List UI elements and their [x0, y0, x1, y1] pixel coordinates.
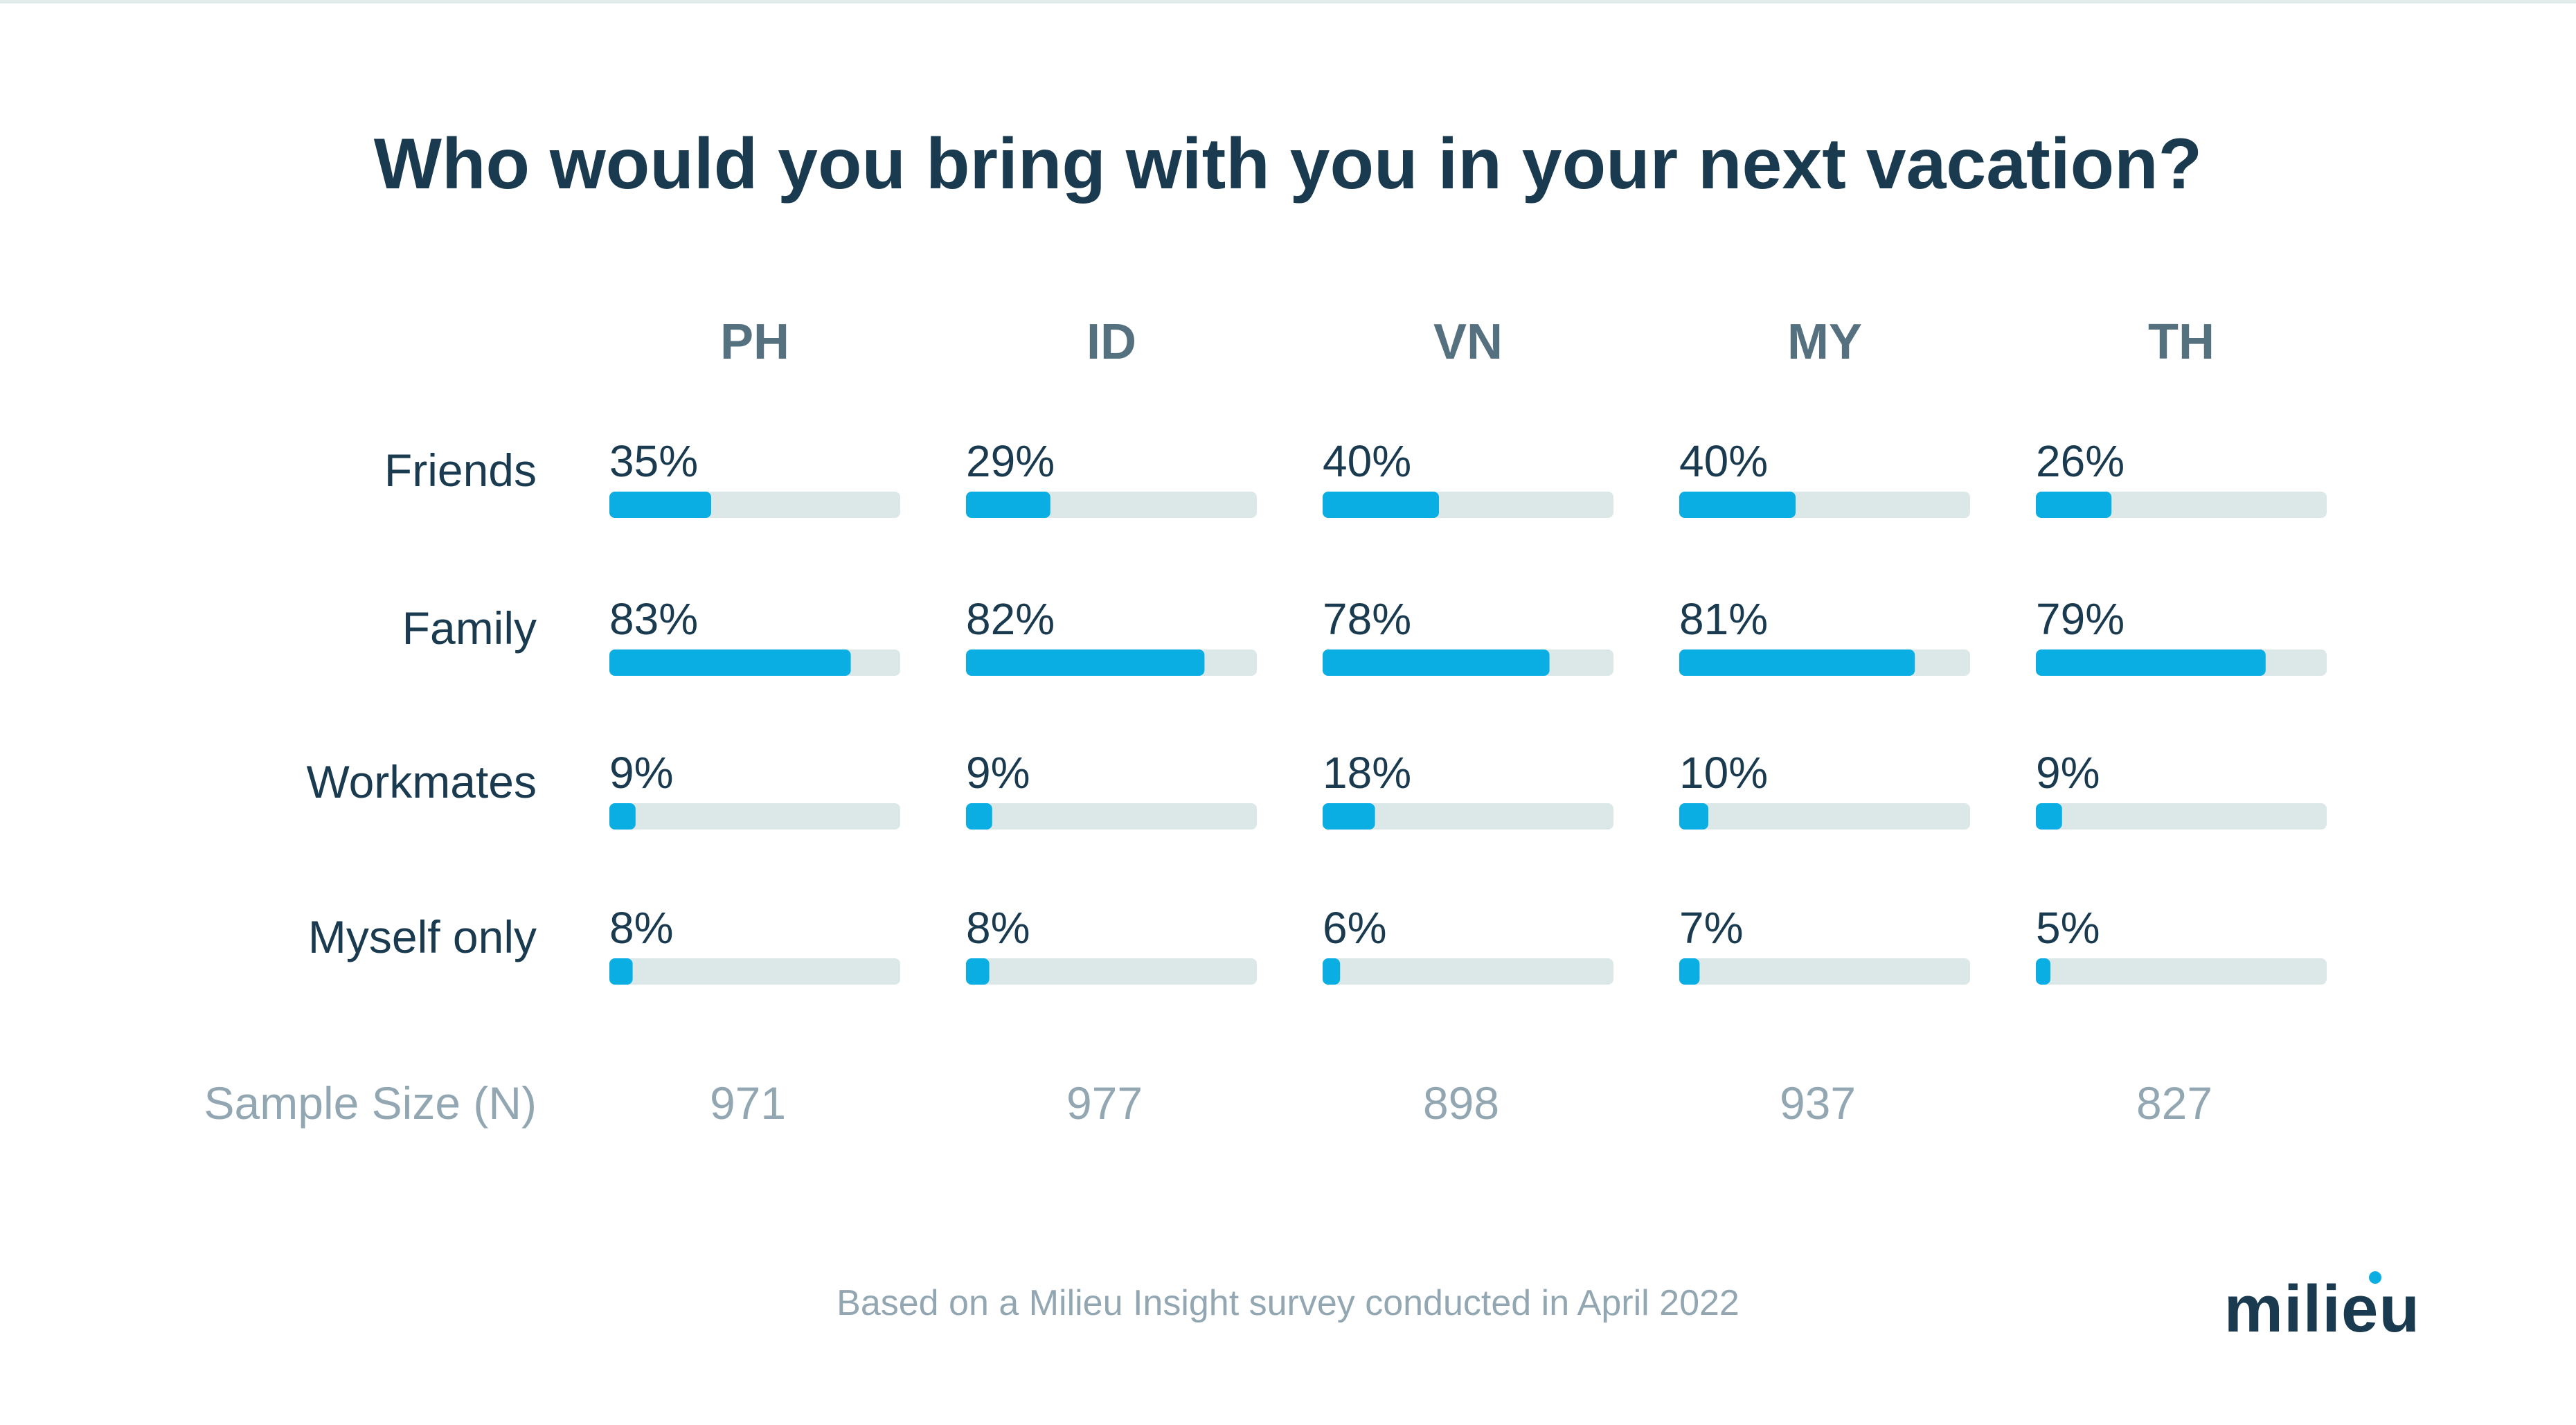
footnote: Based on a Milieu Insight survey conduct…	[837, 1283, 1739, 1323]
value-label: 83%	[609, 594, 698, 644]
column-header-ph: PH	[720, 314, 789, 370]
column-header-th: TH	[2148, 314, 2215, 370]
value-label: 79%	[2036, 594, 2125, 644]
bar-myself-only-id	[966, 958, 990, 985]
bar-track	[966, 958, 1257, 985]
bar-friends-id	[966, 492, 1050, 518]
value-label: 18%	[1323, 748, 1411, 798]
bar-family-vn	[1323, 649, 1550, 676]
bar-myself-only-my	[1679, 958, 1700, 985]
bar-track	[1679, 958, 1970, 985]
bar-friends-ph	[609, 492, 711, 518]
sample-size-id: 977	[1066, 1077, 1143, 1129]
bar-family-ph	[609, 649, 851, 676]
value-label: 78%	[1323, 594, 1411, 644]
value-label: 9%	[2036, 748, 2100, 798]
value-label: 10%	[1679, 748, 1768, 798]
sample-size-my: 937	[1780, 1077, 1856, 1129]
sample-size-th: 827	[2136, 1077, 2212, 1129]
row-label-friends: Friends	[384, 445, 537, 496]
column-header-my: MY	[1787, 314, 1862, 370]
bar-track	[1679, 803, 1970, 830]
column-header-id: ID	[1086, 314, 1136, 370]
bar-track	[966, 803, 1257, 830]
top-border	[0, 0, 2576, 3]
logo-dot	[2369, 1271, 2381, 1284]
sample-size-vn: 898	[1423, 1077, 1499, 1129]
bar-track	[1323, 958, 1613, 985]
bar-workmates-my	[1679, 803, 1708, 830]
bar-track	[609, 803, 900, 830]
value-label: 40%	[1323, 436, 1411, 486]
bar-family-th	[2036, 649, 2266, 676]
bar-myself-only-ph	[609, 958, 633, 985]
value-label: 29%	[966, 436, 1055, 486]
value-label: 7%	[1679, 903, 1744, 953]
value-label: 8%	[966, 903, 1030, 953]
bar-friends-th	[2036, 492, 2112, 518]
bar-myself-only-th	[2036, 958, 2050, 985]
bar-track	[2036, 803, 2327, 830]
bar-friends-my	[1679, 492, 1796, 518]
value-label: 9%	[966, 748, 1030, 798]
value-label: 82%	[966, 594, 1055, 644]
bar-workmates-vn	[1323, 803, 1375, 830]
value-label: 35%	[609, 436, 698, 486]
bar-workmates-id	[966, 803, 992, 830]
sample-size-label: Sample Size (N)	[204, 1077, 537, 1129]
bar-track	[2036, 958, 2327, 985]
column-header-vn: VN	[1433, 314, 1503, 370]
value-label: 81%	[1679, 594, 1768, 644]
value-label: 9%	[609, 748, 674, 798]
sample-size-ph: 971	[710, 1077, 786, 1129]
value-label: 26%	[2036, 436, 2125, 486]
value-label: 8%	[609, 903, 674, 953]
bar-family-id	[966, 649, 1205, 676]
bar-friends-vn	[1323, 492, 1439, 518]
row-label-myself-only: Myself only	[308, 911, 537, 962]
bar-workmates-th	[2036, 803, 2062, 830]
value-label: 5%	[2036, 903, 2100, 953]
row-label-family: Family	[402, 602, 537, 654]
value-label: 6%	[1323, 903, 1387, 953]
bar-myself-only-vn	[1323, 958, 1341, 985]
value-label: 40%	[1679, 436, 1768, 486]
chart-title: Who would you bring with you in your nex…	[374, 124, 2202, 204]
bar-track	[609, 958, 900, 985]
bar-family-my	[1679, 649, 1915, 676]
bar-workmates-ph	[609, 803, 636, 830]
milieu-logo: milieu	[2224, 1272, 2420, 1346]
bar-track	[1323, 803, 1613, 830]
row-label-workmates: Workmates	[306, 756, 537, 807]
